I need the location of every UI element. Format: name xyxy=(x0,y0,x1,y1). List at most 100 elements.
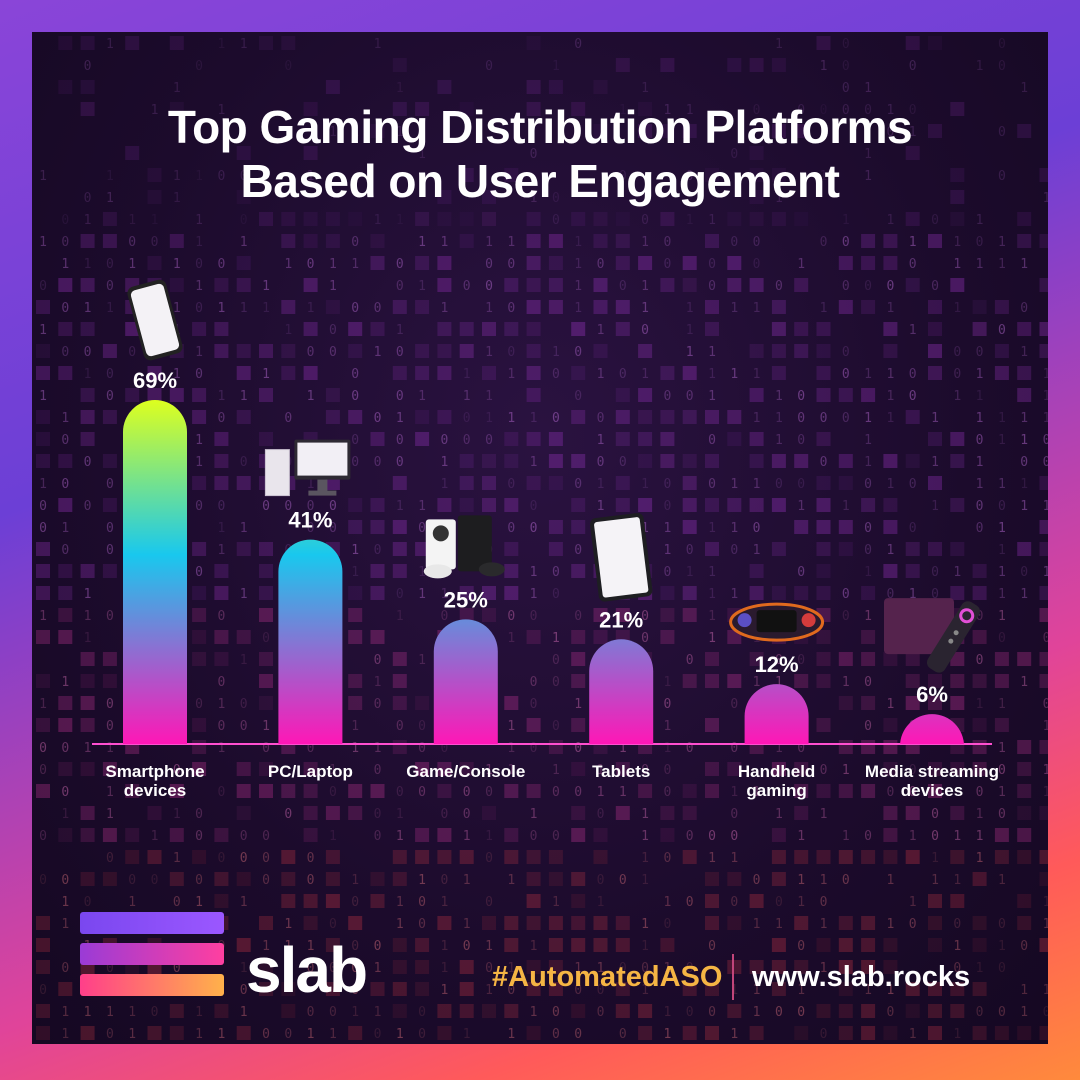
matrix-digit: 1 xyxy=(329,279,337,294)
matrix-digit: 1 xyxy=(151,103,159,118)
matrix-digit: 1 xyxy=(641,279,649,294)
matrix-cell xyxy=(749,498,764,512)
brand-name: slab xyxy=(246,934,368,1006)
matrix-digit: 1 xyxy=(708,565,716,580)
matrix-digit: 0 xyxy=(351,895,359,910)
matrix-cell xyxy=(794,784,809,798)
matrix-cell xyxy=(1039,168,1048,182)
matrix-digit: 0 xyxy=(39,521,47,536)
matrix-digit: 0 xyxy=(396,279,404,294)
matrix-digit: 1 xyxy=(128,1027,136,1042)
matrix-cell xyxy=(526,256,541,270)
matrix-cell xyxy=(838,520,853,534)
matrix-cell xyxy=(794,850,809,864)
matrix-cell xyxy=(615,916,630,930)
matrix-digit: 0 xyxy=(552,213,560,228)
matrix-cell xyxy=(727,410,742,424)
matrix-digit: 0 xyxy=(820,1027,828,1042)
matrix-digit: 1 xyxy=(1043,763,1048,778)
matrix-cell xyxy=(58,828,73,842)
matrix-digit: 0 xyxy=(820,235,828,250)
matrix-cell xyxy=(259,960,273,974)
website-link[interactable]: www.slab.rocks xyxy=(752,961,971,993)
matrix-digit: 0 xyxy=(195,565,203,580)
matrix-digit: 0 xyxy=(106,697,114,712)
matrix-digit: 0 xyxy=(842,367,850,382)
matrix-cell xyxy=(1039,278,1048,292)
matrix-cell xyxy=(348,498,363,512)
matrix-digit: 1 xyxy=(708,851,716,866)
matrix-digit: 1 xyxy=(797,829,805,844)
matrix-digit: 1 xyxy=(775,411,783,426)
matrix-digit: 1 xyxy=(307,389,315,404)
matrix-digit: 0 xyxy=(262,873,270,888)
matrix-digit: 0 xyxy=(886,587,894,602)
matrix-digit: 1 xyxy=(1020,477,1028,492)
matrix-cell xyxy=(370,982,385,996)
matrix-digit: 0 xyxy=(797,389,805,404)
matrix-cell xyxy=(794,212,809,226)
matrix-digit: 1 xyxy=(730,1027,738,1042)
matrix-digit: 0 xyxy=(530,609,538,624)
matrix-cell xyxy=(727,1004,742,1018)
matrix-cell xyxy=(660,586,675,600)
matrix-cell xyxy=(571,718,586,732)
matrix-cell xyxy=(259,388,273,402)
matrix-digit: 0 xyxy=(730,807,738,822)
matrix-cell xyxy=(36,432,50,446)
matrix-cell xyxy=(905,36,920,50)
matrix-cell xyxy=(392,476,407,490)
matrix-digit: 1 xyxy=(976,411,984,426)
matrix-digit: 0 xyxy=(173,895,181,910)
matrix-digit: 1 xyxy=(909,1027,917,1042)
matrix-digit: 0 xyxy=(151,1005,159,1020)
matrix-digit: 1 xyxy=(418,565,426,580)
matrix-digit: 0 xyxy=(842,411,850,426)
matrix-cell xyxy=(348,410,363,424)
matrix-cell xyxy=(281,366,296,380)
matrix-digit: 1 xyxy=(195,895,203,910)
matrix-digit: 1 xyxy=(619,785,627,800)
matrix-digit: 0 xyxy=(574,741,582,756)
matrix-cell xyxy=(303,894,318,908)
matrix-cell xyxy=(705,762,719,776)
matrix-digit: 0 xyxy=(329,521,337,536)
matrix-digit: 0 xyxy=(195,367,203,382)
matrix-cell xyxy=(883,344,898,358)
matrix-cell xyxy=(281,850,296,864)
matrix-digit: 1 xyxy=(998,433,1006,448)
matrix-digit: 1 xyxy=(39,235,47,250)
matrix-cell xyxy=(994,366,1009,380)
matrix-cell xyxy=(348,1026,363,1040)
matrix-cell xyxy=(303,278,318,292)
matrix-cell xyxy=(236,146,251,160)
matrix-cell xyxy=(526,300,541,314)
matrix-digit: 0 xyxy=(173,961,181,976)
matrix-cell xyxy=(36,1004,50,1018)
matrix-cell xyxy=(861,388,876,402)
matrix-cell xyxy=(1017,850,1032,864)
matrix-cell xyxy=(749,652,764,666)
matrix-cell xyxy=(415,410,430,424)
matrix-digit: 0 xyxy=(998,961,1006,976)
matrix-digit: 1 xyxy=(307,301,315,316)
matrix-cell xyxy=(80,806,95,820)
matrix-cell xyxy=(1017,366,1032,380)
matrix-cell xyxy=(972,300,987,314)
matrix-cell xyxy=(80,388,95,402)
matrix-cell xyxy=(348,916,363,930)
matrix-cell xyxy=(905,212,920,226)
matrix-cell xyxy=(526,916,541,930)
matrix-cell xyxy=(705,872,719,886)
matrix-cell xyxy=(861,652,876,666)
matrix-digit: 1 xyxy=(864,147,872,162)
matrix-digit: 1 xyxy=(418,235,426,250)
matrix-digit: 0 xyxy=(1043,1005,1048,1020)
matrix-digit: 1 xyxy=(396,829,404,844)
matrix-digit: 0 xyxy=(708,1005,716,1020)
matrix-digit: 1 xyxy=(463,1027,471,1042)
game-console-icon xyxy=(423,515,505,579)
matrix-digit: 1 xyxy=(463,873,471,888)
matrix-cell xyxy=(303,784,318,798)
matrix-cell xyxy=(415,212,430,226)
